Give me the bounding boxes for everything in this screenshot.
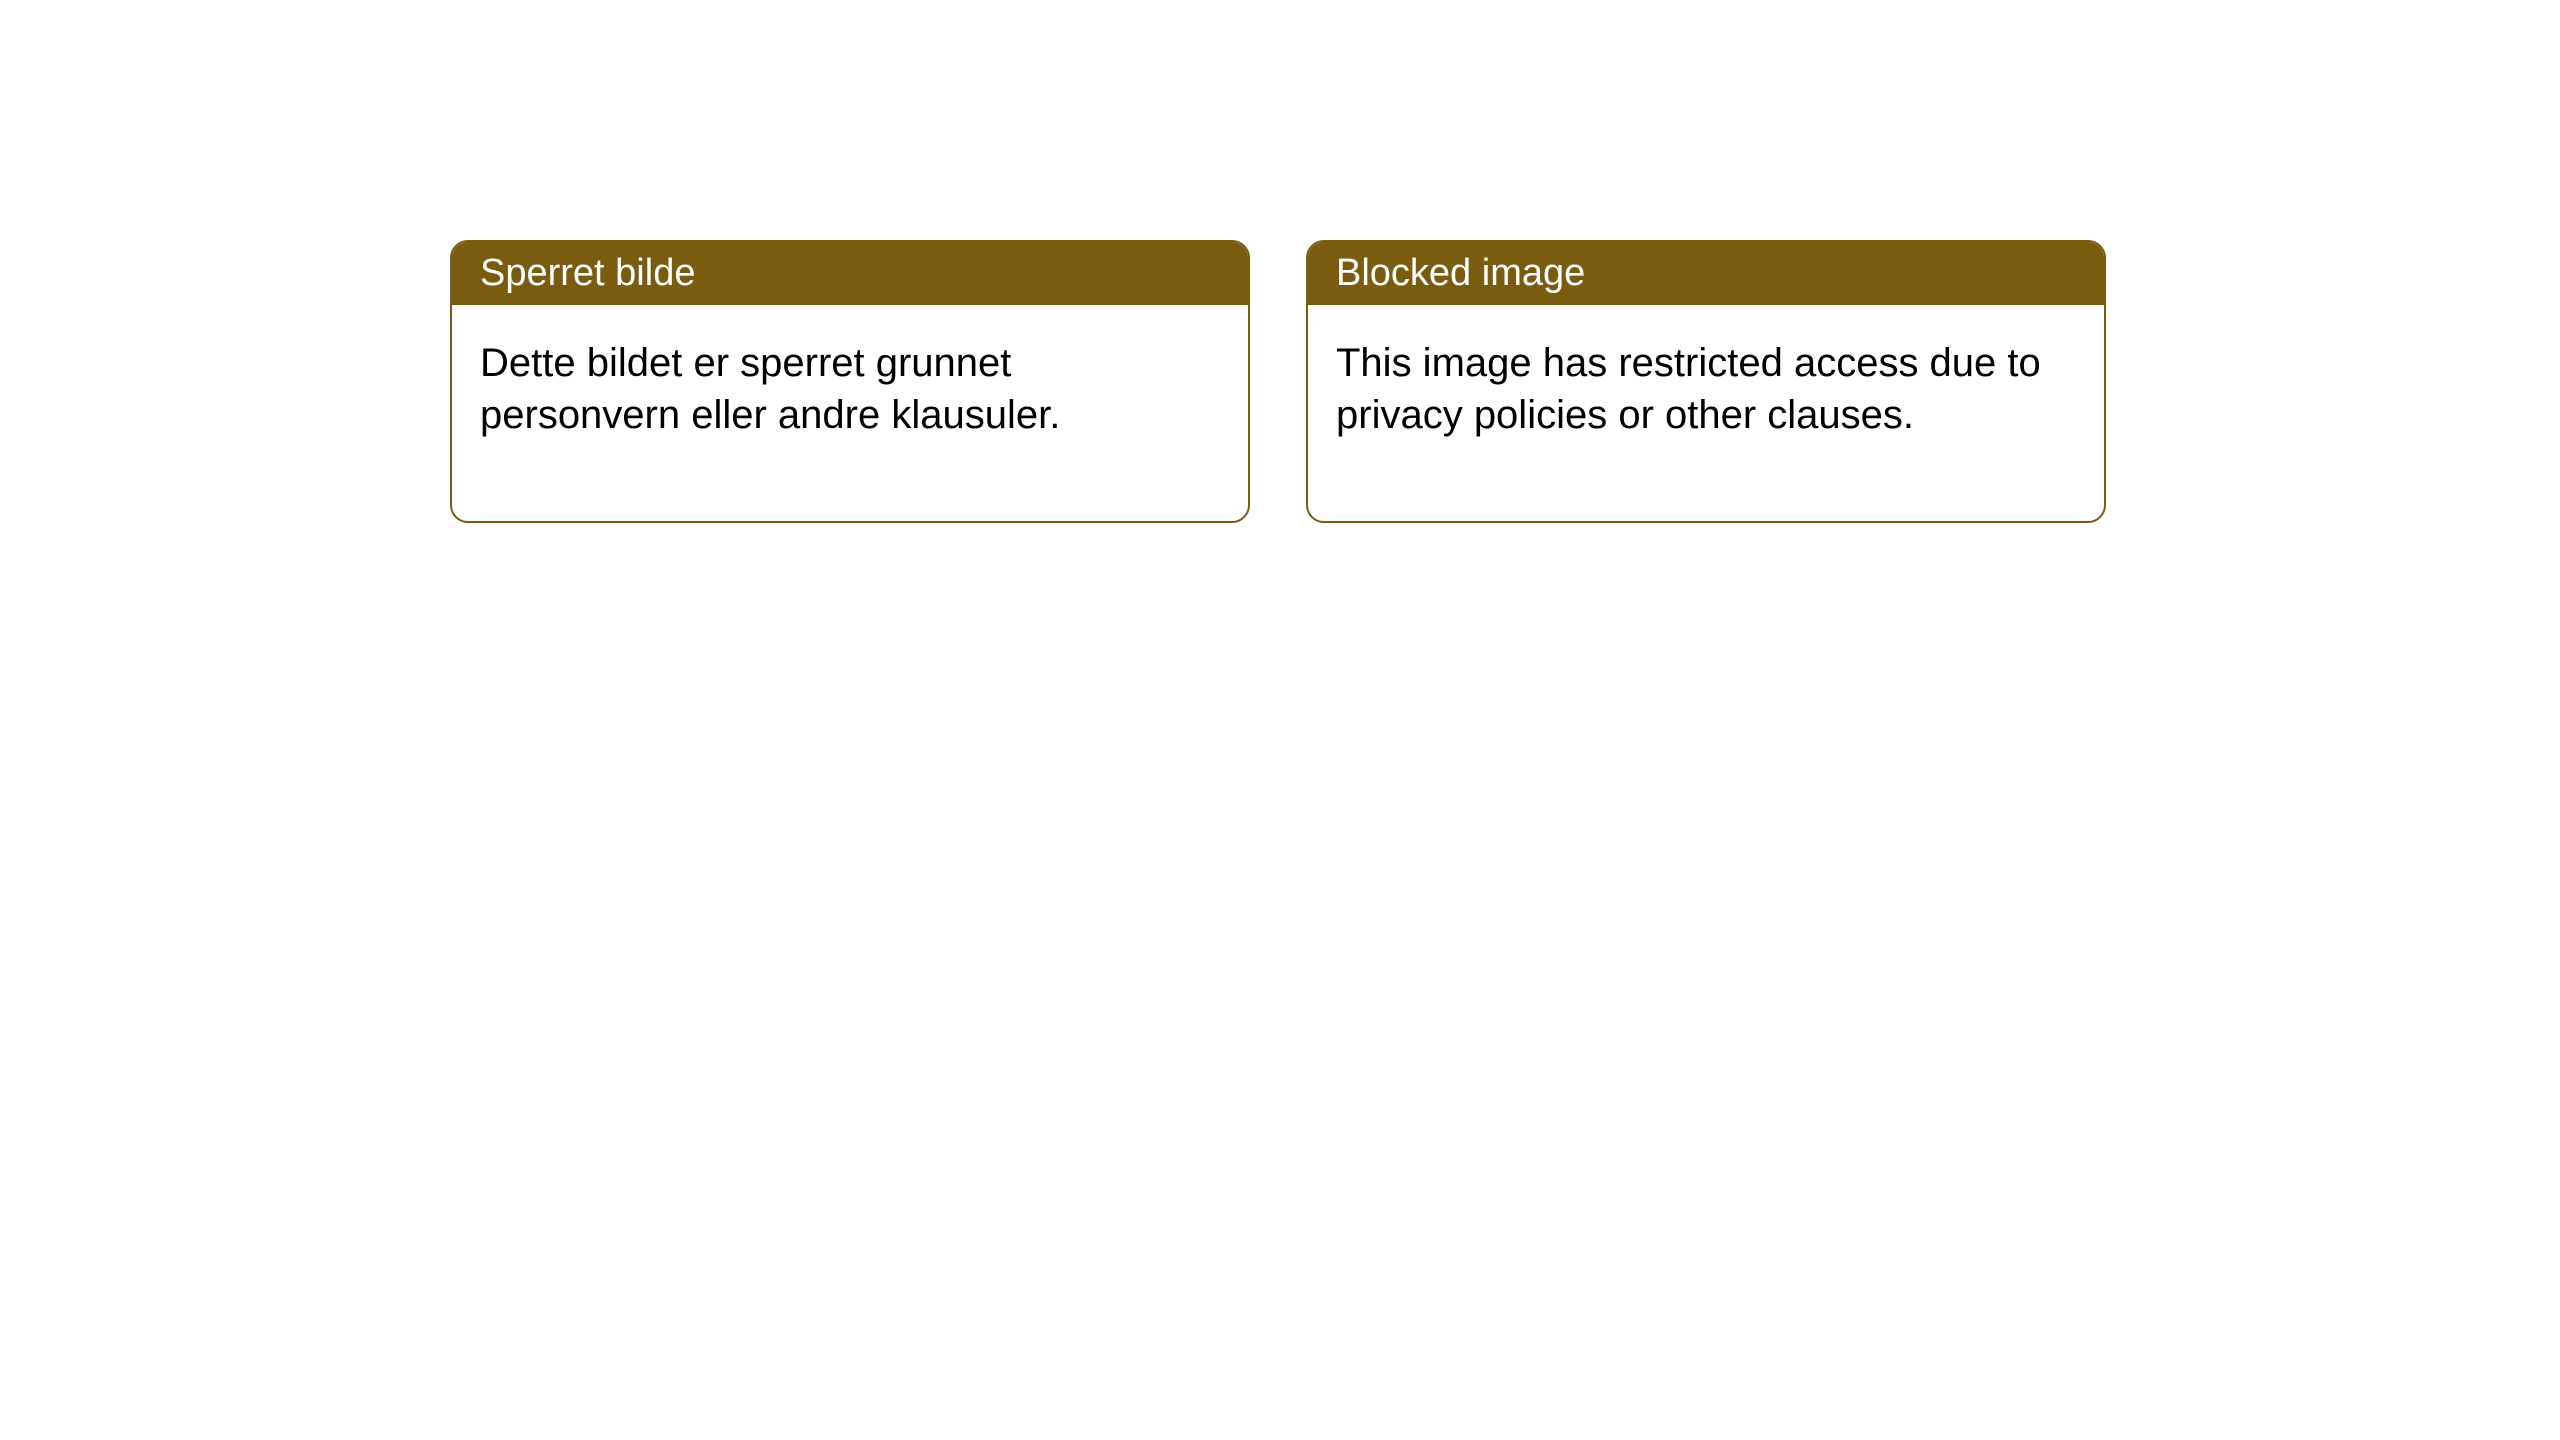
- notice-body: This image has restricted access due to …: [1308, 305, 2104, 521]
- notice-title: Blocked image: [1336, 252, 1585, 294]
- notice-box-norwegian: Sperret bilde Dette bildet er sperret gr…: [450, 240, 1250, 523]
- notice-title: Sperret bilde: [480, 252, 695, 294]
- notice-box-english: Blocked image This image has restricted …: [1306, 240, 2106, 523]
- notice-body-text: This image has restricted access due to …: [1336, 341, 2041, 437]
- notice-header: Blocked image: [1308, 242, 2104, 305]
- notice-body: Dette bildet er sperret grunnet personve…: [452, 305, 1248, 521]
- notice-body-text: Dette bildet er sperret grunnet personve…: [480, 341, 1060, 437]
- notice-container: Sperret bilde Dette bildet er sperret gr…: [450, 240, 2106, 523]
- notice-header: Sperret bilde: [452, 242, 1248, 305]
